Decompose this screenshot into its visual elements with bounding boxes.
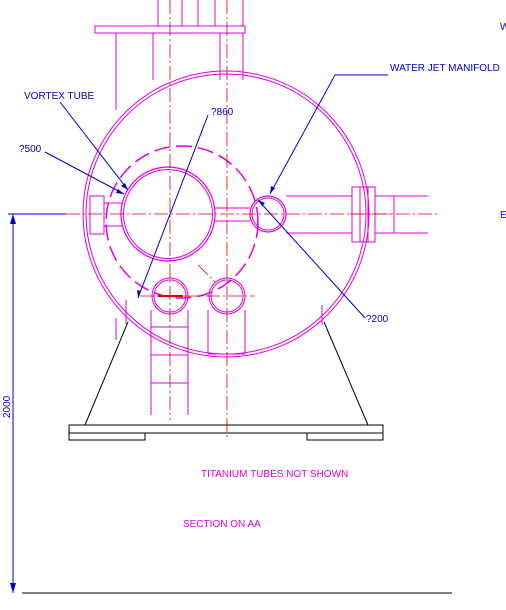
label-vortex-tube: VORTEX TUBE [24, 91, 95, 102]
leader-dia-200 [257, 199, 366, 319]
leader-vortex-tube [59, 101, 129, 191]
leader-manifold [269, 74, 336, 195]
right-pipe-flange [351, 186, 376, 243]
label-edge-mid-right: E [500, 210, 506, 221]
pitch-circle-860 [105, 145, 259, 299]
section-title: SECTION ON AA [183, 519, 261, 530]
note-titanium-tubes: TITANIUM TUBES NOT SHOWN [201, 469, 348, 480]
label-dia-860: ?860 [211, 107, 234, 118]
base-plate [68, 424, 384, 434]
leader-dia-860 [137, 114, 209, 299]
left-stub-flange [89, 195, 105, 235]
label-edge-top-right: W [500, 22, 506, 33]
label-water-jet-manifold: WATER JET MANIFOLD [390, 63, 500, 74]
support-leg-right [323, 321, 369, 426]
label-dia-200: ?200 [366, 314, 389, 325]
label-height-2000: 2000 [2, 395, 13, 418]
leader-dia-500 [44, 151, 125, 195]
label-dia-500: ?500 [19, 144, 42, 155]
support-leg-left [84, 321, 129, 426]
